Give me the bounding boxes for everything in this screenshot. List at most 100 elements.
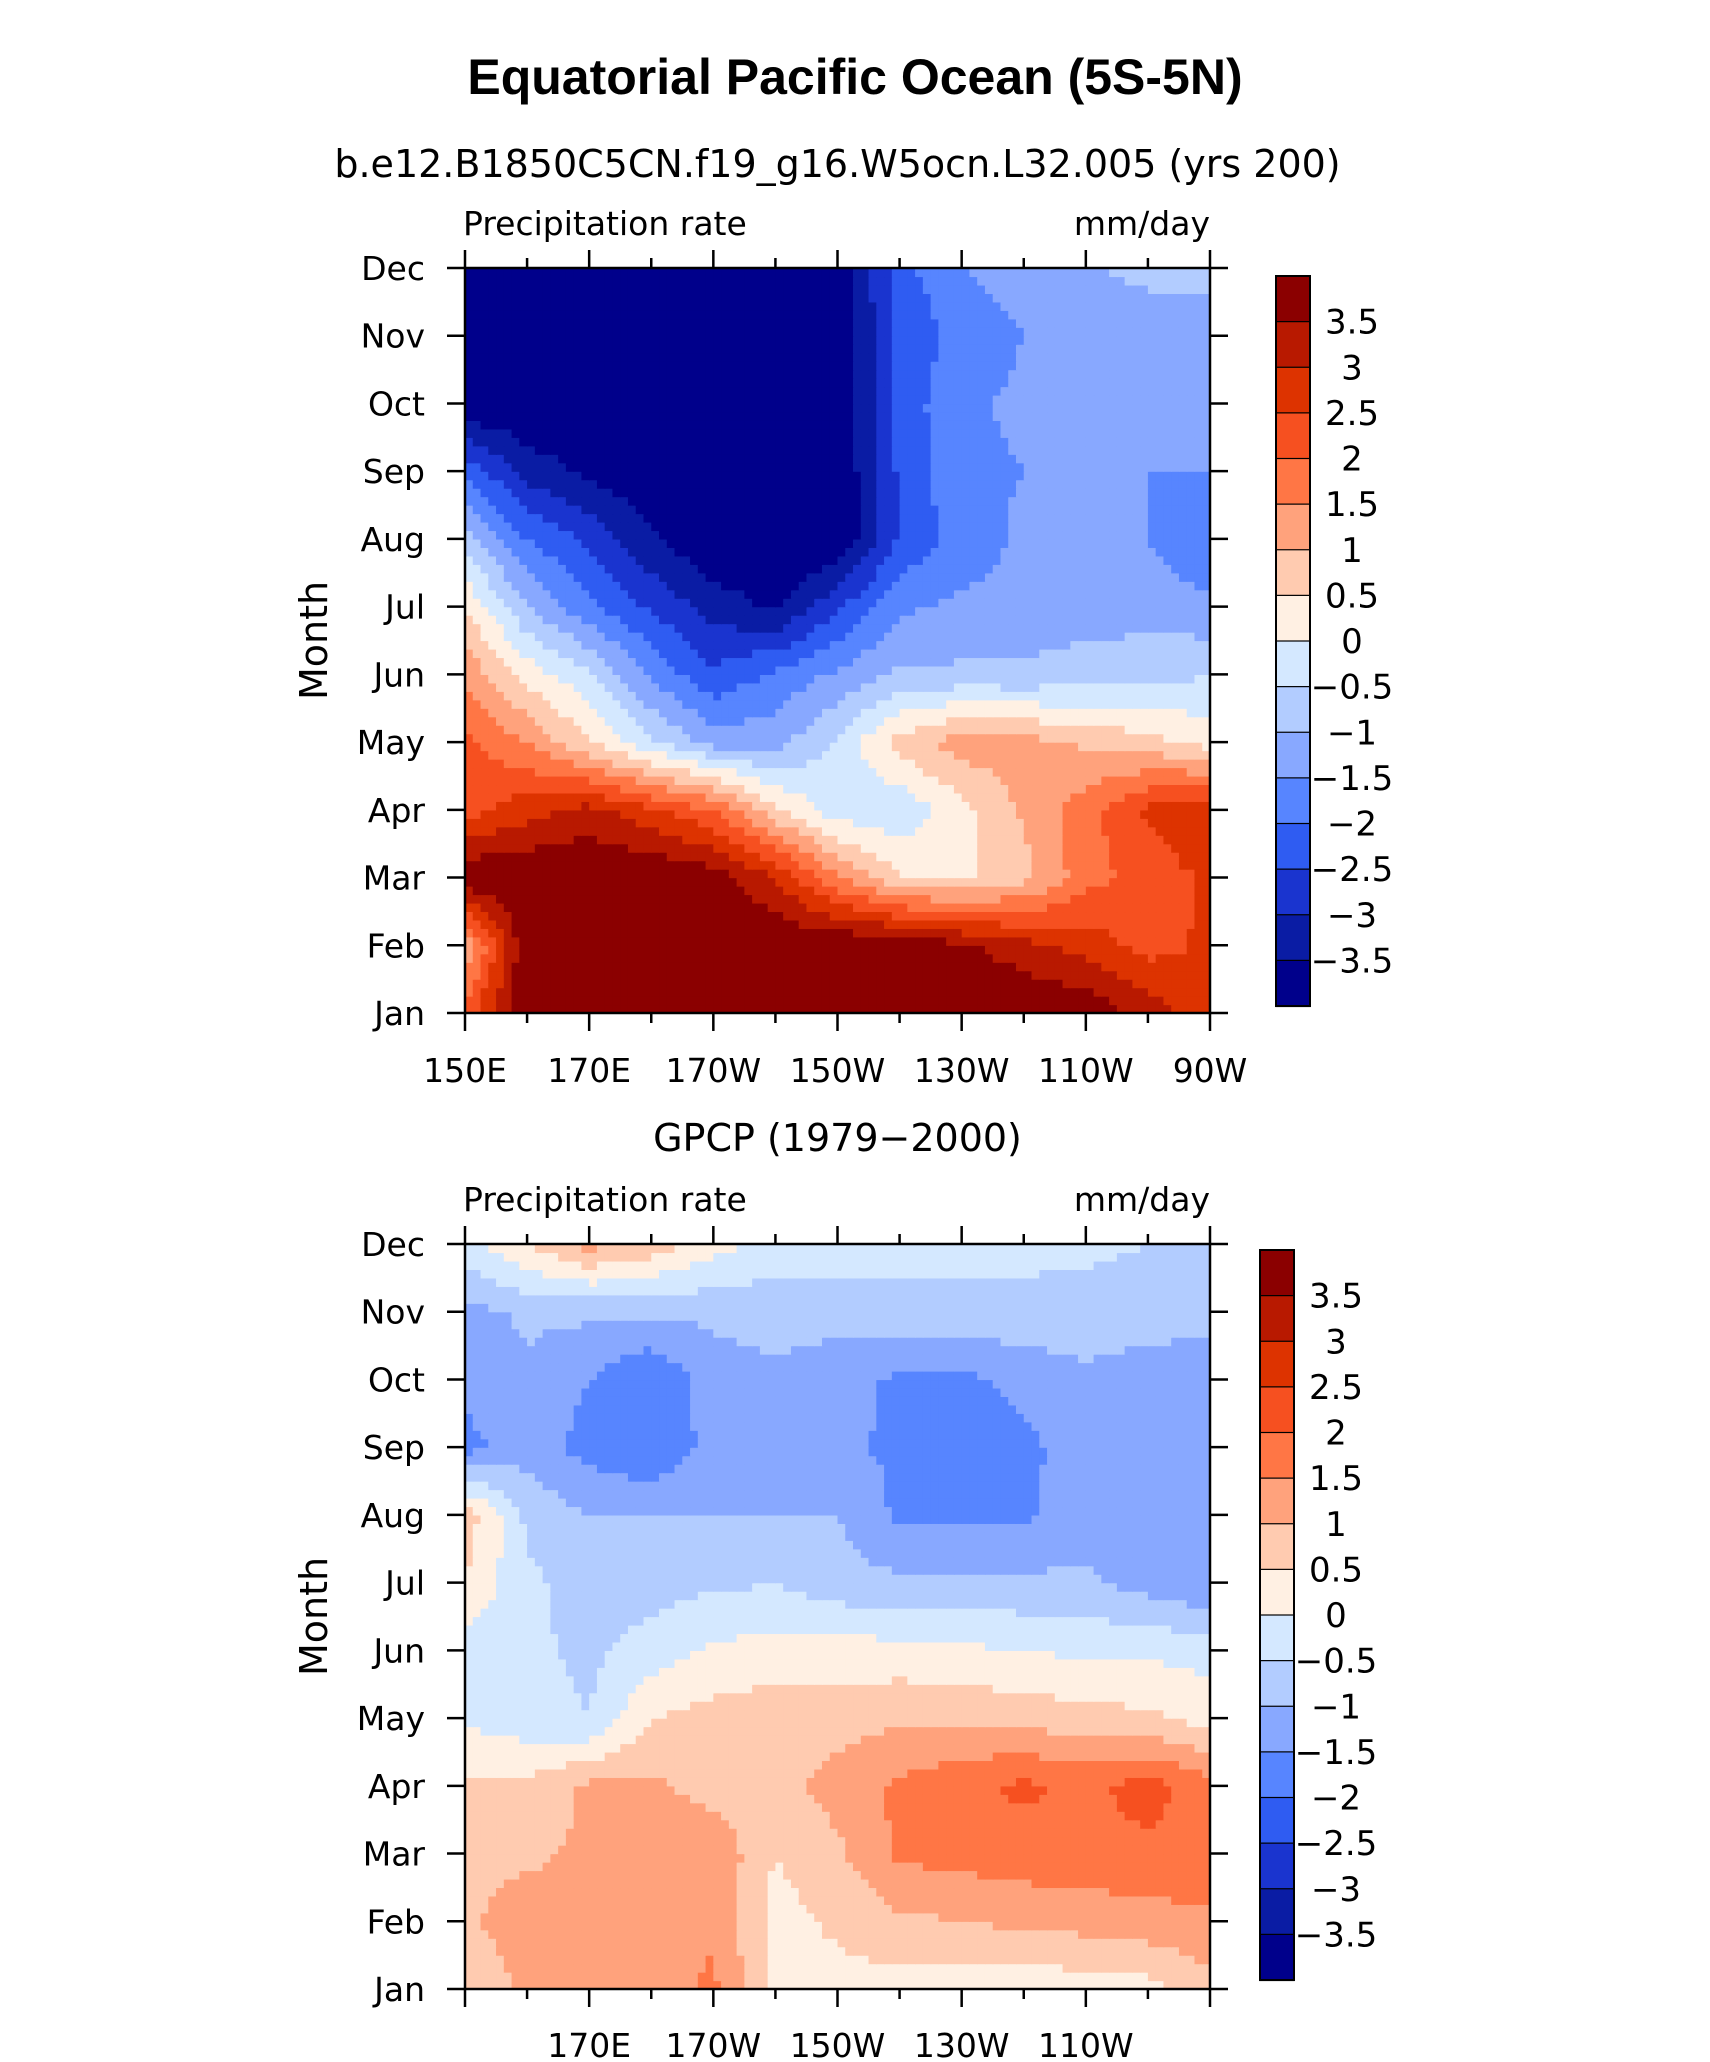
contour-cell	[1171, 615, 1180, 625]
contour-cell	[930, 962, 939, 972]
contour-cell	[1047, 852, 1056, 862]
contour-cell	[767, 640, 777, 650]
contour-cell	[728, 911, 738, 921]
contour-cell	[659, 835, 668, 845]
contour-cell	[651, 953, 660, 963]
contour-cell	[682, 843, 691, 853]
contour-cell	[946, 699, 955, 709]
contour-cell	[527, 665, 536, 675]
contour-cell	[984, 665, 994, 675]
contour-cell	[1171, 640, 1180, 650]
contour-cell	[845, 657, 854, 667]
contour-cell	[1132, 801, 1141, 811]
contour-cell	[922, 733, 932, 743]
contour-cell	[891, 877, 901, 887]
contour-cell	[488, 775, 497, 786]
contour-cell	[697, 792, 707, 802]
contour-cell	[969, 792, 978, 802]
contour-cell	[992, 716, 1002, 726]
contour-cell	[558, 852, 567, 862]
contour-cell	[503, 750, 513, 760]
contour-cell	[984, 809, 994, 819]
contour-cell	[1163, 877, 1172, 887]
contour-cell	[565, 987, 575, 997]
contour-cell	[977, 572, 986, 582]
contour-cell	[558, 928, 567, 938]
contour-cell	[519, 945, 528, 955]
contour-cell	[1163, 725, 1172, 735]
contour-cell	[759, 835, 769, 845]
contour-cell	[620, 648, 629, 659]
contour-cell	[853, 979, 862, 989]
contour-cell	[1140, 775, 1149, 786]
contour-cell	[977, 843, 986, 853]
contour-cell	[573, 589, 583, 599]
contour-cell	[1194, 716, 1203, 726]
contour-cell	[1000, 708, 1009, 718]
contour-cell	[728, 615, 738, 625]
contour-cell	[1015, 869, 1025, 879]
contour-cell	[977, 996, 986, 1006]
contour-cell	[666, 767, 676, 777]
contour-cell	[961, 945, 971, 955]
contour-cell	[565, 699, 575, 709]
contour-cell	[1163, 750, 1172, 760]
contour-cell	[627, 860, 637, 870]
contour-cell	[534, 928, 544, 938]
contour-cell	[721, 606, 730, 616]
contour-cell	[682, 589, 691, 599]
contour-cell	[620, 572, 629, 582]
contour-cell	[674, 945, 683, 955]
contour-cell	[465, 886, 474, 896]
contour-cell	[674, 657, 683, 667]
contour-cell	[977, 860, 986, 870]
contour-cell	[612, 615, 621, 625]
contour-cell	[868, 759, 877, 769]
contour-cell	[1015, 572, 1025, 582]
contour-cell	[1163, 860, 1172, 870]
contour-cell	[674, 1004, 683, 1013]
contour-cell	[666, 970, 676, 980]
contour-cell	[907, 835, 916, 845]
contour-cell	[1101, 928, 1110, 938]
contour-cell	[790, 648, 800, 659]
contour-cell	[821, 733, 831, 743]
contour-cell	[651, 886, 660, 896]
contour-cell	[1039, 775, 1048, 786]
contour-cell	[845, 674, 854, 684]
contour-cell	[480, 970, 489, 980]
contour-cell	[837, 665, 846, 675]
contour-cell	[496, 970, 505, 980]
contour-cell	[581, 919, 590, 929]
contour-cell	[496, 801, 505, 811]
contour-cell	[884, 886, 893, 896]
contour-cell	[992, 615, 1002, 625]
contour-cell	[798, 1004, 808, 1013]
units-label: mm/day	[1074, 204, 1210, 243]
contour-cell	[690, 894, 699, 904]
contour-cell	[767, 589, 777, 599]
contour-cell	[1047, 953, 1056, 963]
contour-cell	[744, 725, 753, 735]
contour-cell	[1015, 894, 1025, 904]
contour-cell	[930, 742, 939, 752]
contour-cell	[1047, 886, 1056, 896]
contour-cell	[1171, 589, 1180, 599]
contour-cell	[713, 860, 722, 870]
contour-cell	[1171, 784, 1180, 794]
contour-cell	[1116, 792, 1126, 802]
contour-cell	[503, 716, 513, 726]
contour-cell	[1070, 699, 1079, 709]
contour-cell	[480, 877, 489, 887]
contour-cell	[511, 877, 520, 887]
contour-cell	[534, 869, 544, 879]
contour-cell	[651, 682, 660, 692]
contour-cell	[666, 606, 676, 616]
contour-cell	[775, 589, 784, 599]
contour-cell	[697, 801, 707, 811]
contour-cell	[1015, 725, 1025, 735]
contour-cell	[480, 632, 489, 642]
contour-cell	[821, 970, 831, 980]
contour-cell	[721, 936, 730, 946]
contour-cell	[1047, 623, 1056, 633]
